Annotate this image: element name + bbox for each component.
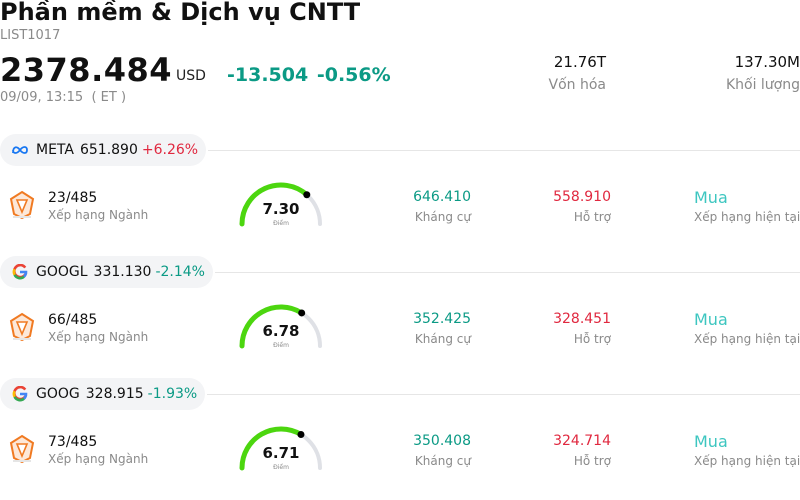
- stock-row[interactable]: META 651.890 +6.26% 23/485 Xếp hạng Ngàn…: [0, 134, 800, 256]
- stock-change: -2.14%: [155, 264, 205, 280]
- resistance-value: 646.410: [413, 189, 471, 205]
- stock-price: 331.130: [93, 264, 152, 280]
- resistance-label: Kháng cự: [414, 332, 471, 346]
- change-value: -13.504: [227, 64, 309, 86]
- rank-badge-icon: [9, 190, 35, 220]
- ticker: META: [36, 142, 74, 158]
- rating-label: Xếp hạng hiện tại: [694, 332, 800, 346]
- support-value: 328.451: [553, 311, 611, 327]
- rank-badge-icon: [9, 434, 35, 464]
- gauge-fill: [239, 426, 304, 471]
- stock-row[interactable]: GOOG 328.915 -1.93% 73/485 Xếp hạng Ngàn…: [0, 378, 800, 500]
- currency-label: USD: [176, 68, 206, 84]
- score-gauge: [239, 182, 322, 227]
- google-logo-icon: [10, 264, 30, 280]
- score-label: Điểm: [273, 220, 289, 227]
- resistance-value: 350.408: [413, 433, 471, 449]
- score-label: Điểm: [273, 464, 289, 471]
- rating-value: Mua: [694, 432, 728, 451]
- rating-value: Mua: [694, 310, 728, 329]
- support-label: Hỗ trợ: [573, 454, 611, 468]
- score-value: 6.78: [262, 322, 300, 340]
- score-label: Điểm: [273, 342, 289, 349]
- ticker: GOOGL: [36, 264, 88, 280]
- resistance-label: Kháng cự: [414, 454, 471, 468]
- industry-rank: 66/485: [48, 312, 98, 328]
- list-code: LIST1017: [0, 28, 61, 43]
- gauge-marker: [297, 430, 305, 438]
- industry-rank-label: Xếp hạng Ngành: [48, 452, 149, 466]
- stock-chip[interactable]: META 651.890 +6.26%: [0, 134, 207, 166]
- gauge-fill: [239, 182, 310, 227]
- row-divider: [208, 150, 800, 151]
- row-divider: [207, 394, 800, 395]
- stock-chip[interactable]: GOOGL 331.130 -2.14%: [0, 256, 213, 288]
- support-label: Hỗ trợ: [573, 332, 611, 346]
- google-logo-icon: [10, 386, 30, 402]
- score-value: 7.30: [262, 200, 300, 218]
- support-value: 558.910: [553, 189, 611, 205]
- support-label: Hỗ trợ: [573, 210, 611, 224]
- score-gauge: [239, 426, 322, 471]
- rating-label: Xếp hạng hiện tại: [694, 210, 800, 224]
- support-value: 324.714: [553, 433, 611, 449]
- score-value: 6.71: [262, 444, 300, 462]
- stock-price: 328.915: [85, 386, 144, 402]
- change-percent: -0.56%: [316, 64, 391, 86]
- industry-rank-label: Xếp hạng Ngành: [48, 330, 149, 344]
- stock-change: -1.93%: [147, 386, 198, 402]
- gauge-marker: [303, 191, 311, 199]
- volume-label: Khối lượng: [725, 77, 800, 93]
- price-change: -13.504 -0.56%: [227, 64, 391, 86]
- market-cap-value: 21.76T: [553, 53, 606, 71]
- industry-rank: 23/485: [48, 190, 98, 206]
- resistance-label: Kháng cự: [414, 210, 471, 224]
- timestamp: 09/09, 13:15 ( ET ): [0, 90, 127, 105]
- gauge-fill: [239, 304, 305, 349]
- stock-row[interactable]: GOOGL 331.130 -2.14% 66/485 Xếp hạng Ngà…: [0, 256, 800, 378]
- market-cap-label: Vốn hóa: [548, 77, 606, 93]
- gauge-marker: [298, 309, 306, 317]
- industry-rank: 73/485: [48, 434, 98, 450]
- stock-change: +6.26%: [141, 142, 199, 158]
- industry-rank-label: Xếp hạng Ngành: [48, 208, 149, 222]
- rating-label: Xếp hạng hiện tại: [694, 454, 800, 468]
- rank-badge-icon: [9, 312, 35, 342]
- resistance-value: 352.425: [413, 311, 471, 327]
- stock-chip[interactable]: GOOG 328.915 -1.93%: [0, 378, 206, 410]
- index-price: 2378.484: [0, 51, 173, 89]
- ticker: GOOG: [36, 386, 80, 402]
- score-gauge: [239, 304, 322, 349]
- page-title: Phần mềm & Dịch vụ CNTT: [0, 0, 361, 26]
- row-divider: [215, 272, 800, 273]
- meta-logo-icon: [10, 142, 30, 158]
- rating-value: Mua: [694, 188, 728, 207]
- stock-price: 651.890: [79, 142, 138, 158]
- volume-value: 137.30M: [734, 53, 800, 71]
